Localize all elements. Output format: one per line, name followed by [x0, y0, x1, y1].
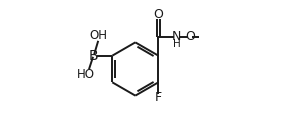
Text: N: N: [171, 30, 181, 43]
Text: H: H: [173, 39, 181, 49]
Text: HO: HO: [77, 68, 95, 81]
Text: O: O: [185, 30, 195, 43]
Text: O: O: [153, 8, 163, 21]
Text: B: B: [89, 49, 99, 63]
Text: F: F: [155, 91, 162, 104]
Text: OH: OH: [90, 29, 108, 42]
